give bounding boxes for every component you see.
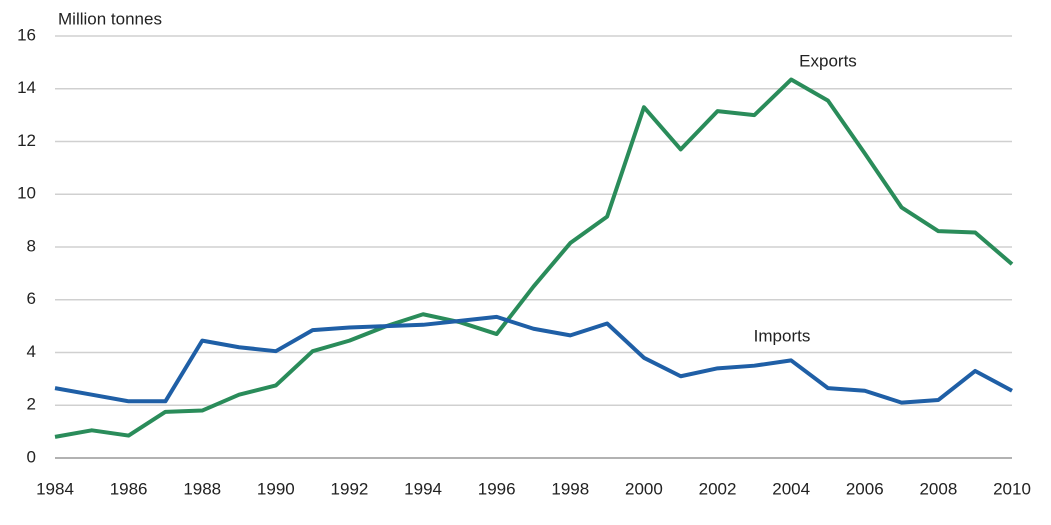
series-line <box>54 77 1014 439</box>
x-tick-label: 2006 <box>846 479 884 498</box>
x-tick-label: 1996 <box>478 479 516 498</box>
x-tick-label: 2008 <box>919 479 957 498</box>
y-axis-label: Million tonnes <box>58 9 162 28</box>
y-tick-label: 10 <box>17 184 36 203</box>
y-tick-label: 16 <box>17 25 36 44</box>
series-label: Exports <box>799 51 857 70</box>
series-line <box>54 314 1013 405</box>
x-tick-label: 2010 <box>993 479 1031 498</box>
y-tick-label: 2 <box>27 395 36 414</box>
y-tick-label: 8 <box>27 236 36 255</box>
y-tick-label: 4 <box>27 342 36 361</box>
x-tick-label: 2004 <box>772 479 810 498</box>
x-tick-label: 2000 <box>625 479 663 498</box>
x-tick-label: 2002 <box>699 479 737 498</box>
x-tick-label: 1994 <box>404 479 442 498</box>
x-tick-label: 1990 <box>257 479 295 498</box>
x-tick-label: 1988 <box>183 479 221 498</box>
x-tick-label: 1998 <box>551 479 589 498</box>
y-tick-label: 14 <box>17 78 36 97</box>
series-label: Imports <box>754 326 811 345</box>
y-tick-label: 12 <box>17 131 36 150</box>
y-tick-label: 6 <box>27 289 36 308</box>
x-tick-label: 1984 <box>36 479 74 498</box>
x-tick-label: 1992 <box>331 479 369 498</box>
y-tick-label: 0 <box>27 447 36 466</box>
x-tick-label: 1986 <box>110 479 148 498</box>
